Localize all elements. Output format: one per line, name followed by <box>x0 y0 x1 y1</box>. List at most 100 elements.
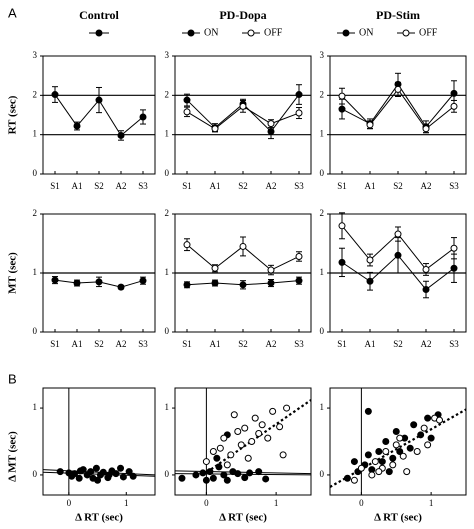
subplot-a-pd-dopa-mt: 0 1 2 S1 A1 S2 A2 S3 <box>165 208 311 349</box>
data-point <box>366 256 374 264</box>
y-axis-label: MT (sec) <box>7 252 19 294</box>
data-point <box>276 423 284 431</box>
data-point <box>269 407 277 415</box>
data-point <box>239 281 247 289</box>
data-point <box>435 416 443 424</box>
x-tick-label-s1: S1 <box>182 181 192 191</box>
x-tick-label-a2: A2 <box>421 339 432 349</box>
legend-marker <box>95 29 103 37</box>
subplot-a-control-mt: 0 1 2 S1 A1 S2 A2 S3 MT (sec) <box>7 208 155 349</box>
data-point <box>450 244 458 252</box>
x-tick-label-a1: A1 <box>72 339 83 349</box>
y-tick-label: 2 <box>320 89 325 99</box>
data-point <box>385 468 393 476</box>
y-tick-label: 1 <box>165 402 170 412</box>
data-point <box>117 131 125 139</box>
data-point <box>202 458 210 466</box>
legend-marker-on <box>342 29 350 37</box>
legend-marker-on <box>187 29 195 37</box>
data-point <box>392 427 400 435</box>
data-point <box>406 444 414 452</box>
series-off <box>202 404 291 469</box>
data-point <box>234 427 242 435</box>
x-tick-label-s1: S1 <box>337 181 347 191</box>
data-point <box>215 463 223 471</box>
x-tick-label-s3: S3 <box>138 339 148 349</box>
data-point <box>206 468 214 476</box>
data-point <box>125 468 133 476</box>
y-tick-label: 0 <box>165 469 170 479</box>
data-point <box>209 448 217 456</box>
data-point <box>338 258 346 266</box>
x-tick-label-s2: S2 <box>393 339 403 349</box>
data-point <box>95 96 103 104</box>
data-point <box>255 429 263 437</box>
legend-marker-off <box>247 29 255 37</box>
data-point <box>267 128 275 136</box>
data-point <box>450 264 458 272</box>
data-point <box>424 414 432 422</box>
y-tick-label: 2 <box>165 208 170 218</box>
legend: ON OFF <box>337 27 438 38</box>
data-point <box>394 251 402 259</box>
x-tick-label-s2: S2 <box>94 181 104 191</box>
data-point <box>213 454 221 462</box>
y-tick-label: 0 <box>165 168 170 178</box>
data-point <box>87 468 95 476</box>
data-point <box>95 278 103 286</box>
data-point <box>338 92 346 100</box>
data-point <box>264 434 272 442</box>
series-on <box>178 431 270 484</box>
data-point <box>117 283 125 291</box>
x-tick-label: 0 <box>359 498 364 508</box>
data-point <box>119 473 127 481</box>
data-point <box>51 91 59 99</box>
data-point <box>396 448 404 456</box>
data-point <box>223 476 231 484</box>
data-point <box>392 441 400 449</box>
y-tick-label: 0 <box>165 326 170 336</box>
column-title-control: Control <box>79 8 119 22</box>
data-point <box>241 474 249 482</box>
x-tick-label-s1: S1 <box>337 339 347 349</box>
data-point <box>112 470 120 478</box>
data-point <box>422 125 430 133</box>
data-point <box>76 467 84 475</box>
data-point <box>234 470 242 478</box>
y-tick-label: 0 <box>33 326 38 336</box>
data-point <box>382 438 390 445</box>
x-axis-label: Δ RT (sec) <box>374 512 422 524</box>
data-point <box>267 120 275 128</box>
legend <box>89 29 109 37</box>
data-point <box>73 122 81 130</box>
y-tick-label: 2 <box>165 89 170 99</box>
data-point <box>94 476 102 484</box>
data-point <box>295 109 303 117</box>
data-point <box>267 266 275 274</box>
data-point <box>211 125 219 133</box>
x-tick-label-s2: S2 <box>238 339 248 349</box>
data-point <box>178 474 186 482</box>
subplot-a-pd-stim-mt: 0 1 2 S1 A1 S2 A2 S3 <box>320 208 466 349</box>
data-point <box>139 277 147 285</box>
panel-frames-layer <box>42 55 467 496</box>
data-point <box>56 468 64 476</box>
panel-label-b: B <box>8 371 17 386</box>
series-off <box>338 81 458 134</box>
x-tick-label-s2: S2 <box>238 181 248 191</box>
plot-frame <box>174 387 312 496</box>
data-point <box>248 438 256 445</box>
regression-line-dotted <box>330 408 466 488</box>
legend-label-on: ON <box>204 27 218 38</box>
plot-frame <box>174 55 312 175</box>
data-point <box>199 469 207 477</box>
data-point <box>295 277 303 285</box>
data-point <box>413 448 421 456</box>
x-tick-label-a2: A2 <box>266 339 277 349</box>
data-point <box>394 85 402 93</box>
data-point <box>129 472 137 480</box>
data-point <box>364 451 372 459</box>
legend-marker-off <box>402 29 410 37</box>
series-off <box>338 212 458 276</box>
x-tick-label-a1: A1 <box>365 181 376 191</box>
